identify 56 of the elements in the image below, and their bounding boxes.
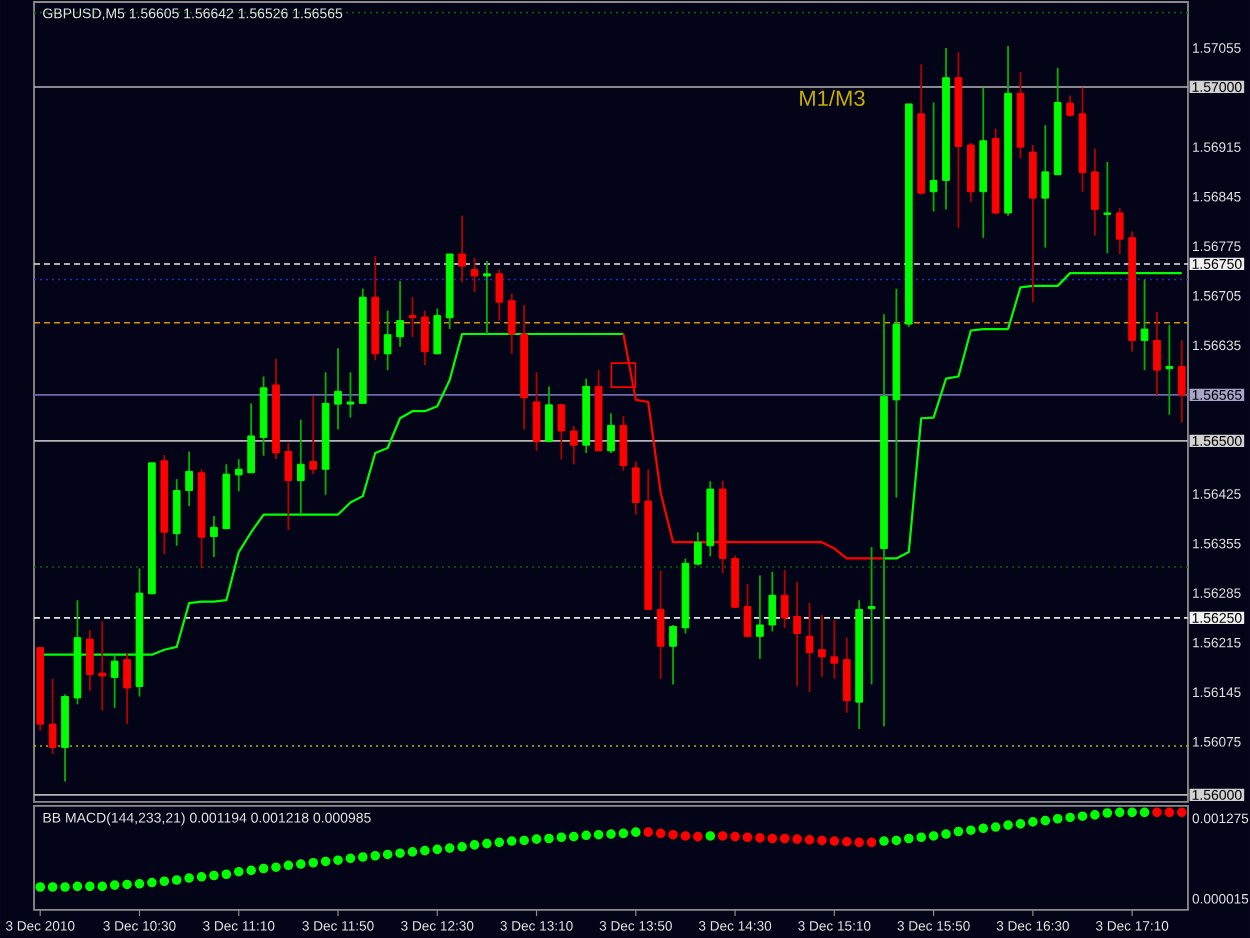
candlestick [669, 624, 677, 686]
candlestick [818, 614, 826, 678]
candlestick [793, 580, 801, 688]
candlestick [48, 677, 57, 755]
candlestick [756, 574, 764, 660]
candlestick [1153, 311, 1161, 396]
candlestick [656, 569, 665, 680]
candlestick [234, 458, 243, 493]
candlestick [966, 141, 975, 203]
candlestick [1140, 278, 1149, 372]
candlestick [1177, 339, 1186, 424]
candlestick [98, 620, 107, 712]
candlestick [631, 460, 640, 516]
candlestick [346, 371, 355, 419]
candlestick [123, 652, 131, 725]
candlestick [532, 371, 541, 452]
candlestick [1029, 144, 1037, 304]
candlestick [569, 425, 578, 466]
candlestick [495, 268, 504, 322]
candlestick [185, 450, 193, 507]
candlestick [1066, 94, 1074, 118]
candlestick [86, 629, 94, 692]
candlestick [1041, 124, 1050, 249]
candlestick [607, 412, 615, 454]
candlestick [694, 531, 702, 567]
candlestick [172, 478, 181, 547]
candlestick [1103, 161, 1112, 255]
candlestick [830, 619, 839, 680]
candlestick [421, 309, 429, 367]
candlestick [458, 214, 466, 284]
candlestick [1115, 207, 1124, 255]
candlestick [1165, 323, 1174, 416]
candlestick [768, 570, 777, 633]
candlestick [309, 395, 318, 476]
candlestick [545, 385, 553, 443]
annotation: M1/M3 [800, 89, 865, 107]
candlestick [867, 546, 876, 686]
candlestick [433, 307, 442, 355]
candlestick [557, 402, 566, 461]
candlestick [296, 418, 305, 515]
candlestick [210, 515, 218, 558]
candlestick [619, 415, 628, 472]
candlestick [470, 256, 479, 294]
candlestick [780, 568, 789, 629]
candlestick [929, 101, 938, 213]
candlestick [396, 280, 404, 348]
candlestick [383, 309, 392, 372]
candlestick [842, 636, 851, 714]
candlestick [247, 402, 256, 474]
candlestick [507, 292, 516, 355]
candlestick [1091, 147, 1099, 237]
candlestick [284, 442, 293, 532]
candlestick [334, 347, 342, 431]
candlestick [408, 296, 417, 338]
candlestick [743, 583, 752, 638]
candlestick [805, 602, 814, 694]
